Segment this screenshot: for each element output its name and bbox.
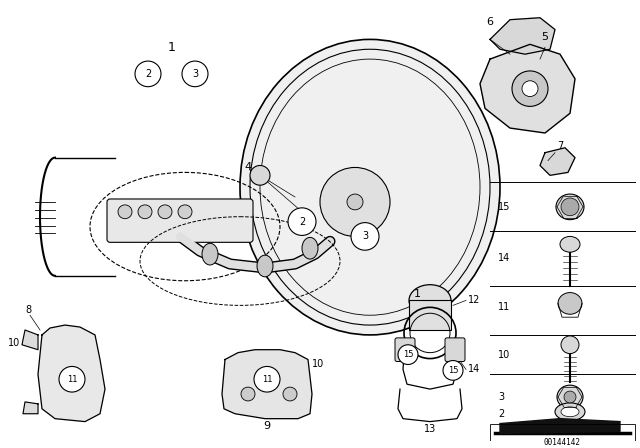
Polygon shape [480, 44, 575, 133]
Text: 15: 15 [448, 366, 458, 375]
Circle shape [254, 366, 280, 392]
Circle shape [351, 223, 379, 250]
Text: 11: 11 [262, 375, 272, 384]
Circle shape [158, 205, 172, 219]
Text: 11: 11 [498, 302, 510, 312]
Text: 9: 9 [264, 421, 271, 431]
Circle shape [283, 387, 297, 401]
Circle shape [564, 391, 576, 403]
Circle shape [59, 366, 85, 392]
Text: 14: 14 [468, 364, 480, 375]
Circle shape [135, 61, 161, 86]
Text: 2: 2 [299, 217, 305, 227]
FancyBboxPatch shape [445, 338, 465, 362]
Ellipse shape [560, 237, 580, 252]
Text: 3: 3 [192, 69, 198, 79]
Text: 1: 1 [168, 41, 176, 54]
FancyBboxPatch shape [107, 199, 253, 242]
Text: 8: 8 [25, 305, 31, 315]
Polygon shape [38, 325, 105, 422]
Circle shape [250, 165, 270, 185]
Circle shape [241, 387, 255, 401]
Circle shape [561, 198, 579, 216]
Circle shape [347, 194, 363, 210]
FancyBboxPatch shape [395, 338, 415, 362]
Text: 00144142: 00144142 [543, 438, 580, 448]
Circle shape [561, 336, 579, 353]
Bar [490, 423, 635, 443]
Polygon shape [540, 148, 575, 175]
Polygon shape [222, 350, 312, 418]
Ellipse shape [240, 39, 500, 335]
Text: 12: 12 [468, 295, 481, 306]
Ellipse shape [302, 237, 318, 259]
Ellipse shape [561, 407, 579, 417]
Circle shape [182, 61, 208, 86]
Ellipse shape [555, 403, 585, 421]
Text: 3: 3 [498, 392, 504, 402]
Ellipse shape [409, 284, 451, 316]
Circle shape [138, 205, 152, 219]
Text: 11: 11 [67, 375, 77, 384]
Circle shape [178, 205, 192, 219]
Circle shape [118, 205, 132, 219]
Circle shape [288, 208, 316, 236]
Polygon shape [500, 418, 620, 433]
Ellipse shape [557, 385, 583, 409]
Text: 15: 15 [498, 202, 510, 212]
Text: 6: 6 [486, 17, 493, 27]
Polygon shape [22, 330, 38, 350]
Text: 2: 2 [145, 69, 151, 79]
Text: 15: 15 [403, 350, 413, 359]
Text: 14: 14 [498, 253, 510, 263]
Circle shape [522, 81, 538, 96]
Bar [409, 301, 451, 330]
Circle shape [398, 345, 418, 365]
Ellipse shape [257, 255, 273, 277]
Text: 1: 1 [413, 289, 420, 298]
Text: 5: 5 [541, 32, 548, 43]
Polygon shape [490, 18, 555, 54]
Circle shape [512, 71, 548, 106]
Text: 13: 13 [424, 423, 436, 434]
Text: 10: 10 [312, 359, 324, 370]
Polygon shape [23, 402, 38, 414]
Circle shape [320, 168, 390, 237]
Text: 10: 10 [498, 349, 510, 360]
Ellipse shape [556, 194, 584, 220]
Text: 10: 10 [8, 338, 20, 348]
Circle shape [443, 361, 463, 380]
Ellipse shape [202, 243, 218, 265]
Text: 3: 3 [362, 232, 368, 241]
Text: 4: 4 [244, 163, 252, 172]
Ellipse shape [558, 293, 582, 314]
Text: 7: 7 [557, 141, 563, 151]
Text: 2: 2 [498, 409, 504, 419]
